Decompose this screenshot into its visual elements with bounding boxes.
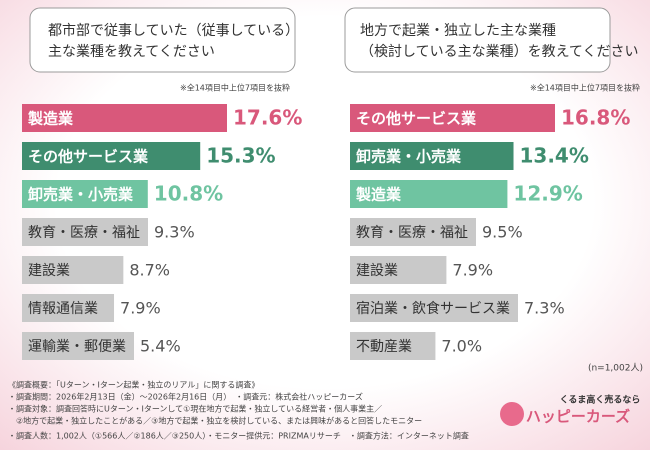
category-label: 卸売業・小売業 bbox=[28, 186, 134, 204]
chart-title: 主な業種を教えてください bbox=[48, 44, 215, 60]
bar-row: 不動産業 7.0% bbox=[350, 332, 482, 360]
note: ※全14項目中上位7項目を抜粋 bbox=[530, 83, 640, 93]
bar-row: 情報通信業 7.9% bbox=[22, 294, 161, 322]
category-label: その他サービス業 bbox=[28, 148, 149, 166]
footer-line: ・調査期間：2026年2月13日（金）～2026年2月16日（月） ・調査元：株… bbox=[8, 392, 363, 402]
bar bbox=[22, 256, 124, 284]
footer-line: ・調査人数：1,002人（①566人／②186人／③250人）・モニター提供元：… bbox=[8, 431, 469, 441]
footer-line: ②地方で起業・独立したことがある／③地方で起業・独立を検討している、または興味が… bbox=[8, 416, 422, 426]
category-label: 建設業 bbox=[356, 263, 398, 279]
respondents: (n=1,002人) bbox=[588, 363, 643, 374]
bar-row: その他サービス業 15.3% bbox=[22, 142, 276, 170]
category-label: その他サービス業 bbox=[356, 110, 477, 128]
bar bbox=[22, 142, 201, 170]
bar-row: 運輸業・郵便業 5.4% bbox=[22, 332, 181, 360]
bar bbox=[22, 104, 227, 132]
bar bbox=[22, 332, 134, 360]
value-label: 16.8% bbox=[561, 106, 630, 130]
footer-line: ・調査対象：調査回答時にUターン・Iターンして①現在地方で起業・独立している経営… bbox=[8, 404, 382, 414]
bar bbox=[350, 332, 436, 360]
bar-row: 教育・医療・福祉 9.5% bbox=[350, 218, 523, 246]
bar-row: 建設業 7.9% bbox=[350, 256, 493, 284]
bar-row: 卸売業・小売業 13.4% bbox=[350, 142, 589, 170]
value-label: 10.8% bbox=[154, 182, 223, 206]
value-label: 13.4% bbox=[520, 144, 589, 168]
bar-row: 教育・医療・福祉 9.3% bbox=[22, 218, 195, 246]
value-label: 7.0% bbox=[441, 337, 482, 356]
title-box bbox=[29, 7, 296, 73]
value-label: 17.6% bbox=[233, 106, 302, 130]
category-label: 教育・医療・福祉 bbox=[28, 224, 140, 241]
category-label: 卸売業・小売業 bbox=[356, 148, 462, 166]
bar-row: その他サービス業 16.8% bbox=[350, 104, 630, 132]
bar bbox=[350, 142, 514, 170]
logo-tagline: くるま高く売るなら bbox=[560, 394, 641, 406]
title-box bbox=[344, 7, 611, 73]
chart-title: 都市部で従事していた（従事している） bbox=[48, 22, 299, 39]
logo-name: ハッピーカーズ bbox=[526, 408, 630, 426]
category-label: 教育・医療・福祉 bbox=[356, 224, 468, 241]
bar bbox=[22, 294, 115, 322]
category-label: 不動産業 bbox=[356, 339, 412, 355]
chart-title: 地方で起業・独立した主な業種 bbox=[360, 23, 556, 39]
value-label: 7.9% bbox=[120, 299, 161, 318]
category-label: 製造業 bbox=[27, 110, 74, 128]
value-label: 9.3% bbox=[154, 223, 195, 242]
bar bbox=[22, 218, 148, 246]
category-label: 宿泊業・飲食サービス業 bbox=[356, 300, 510, 317]
bar-row: 建設業 8.7% bbox=[22, 256, 170, 284]
value-label: 9.5% bbox=[482, 223, 523, 242]
value-label: 7.9% bbox=[452, 261, 493, 280]
value-label: 12.9% bbox=[513, 182, 582, 206]
bar bbox=[350, 104, 555, 132]
bar-row: 卸売業・小売業 10.8% bbox=[22, 180, 223, 208]
bar bbox=[350, 218, 476, 246]
bar-row: 宿泊業・飲食サービス業 7.3% bbox=[350, 294, 565, 322]
category-label: 製造業 bbox=[355, 186, 402, 204]
logo-icon bbox=[500, 402, 524, 426]
value-label: 8.7% bbox=[129, 261, 170, 280]
category-label: 運輸業・郵便業 bbox=[28, 339, 126, 355]
bar bbox=[22, 180, 148, 208]
bar-row: 製造業 17.6% bbox=[22, 104, 302, 132]
note: ※全14項目中上位7項目を抜粋 bbox=[180, 83, 290, 93]
bar-row: 製造業 12.9% bbox=[350, 180, 583, 208]
chart-title: （検討している主な業種）を教えてください bbox=[360, 44, 638, 60]
bar bbox=[350, 294, 518, 322]
value-label: 15.3% bbox=[206, 144, 275, 168]
footer-line: 《調査概要：「Uターン・Iターン起業・独立のリアル」に関する調査》 bbox=[8, 380, 259, 390]
bar bbox=[350, 180, 508, 208]
category-label: 情報通信業 bbox=[28, 301, 98, 317]
category-label: 建設業 bbox=[28, 263, 70, 279]
bar bbox=[350, 256, 447, 284]
value-label: 7.3% bbox=[524, 299, 565, 318]
value-label: 5.4% bbox=[140, 337, 181, 356]
